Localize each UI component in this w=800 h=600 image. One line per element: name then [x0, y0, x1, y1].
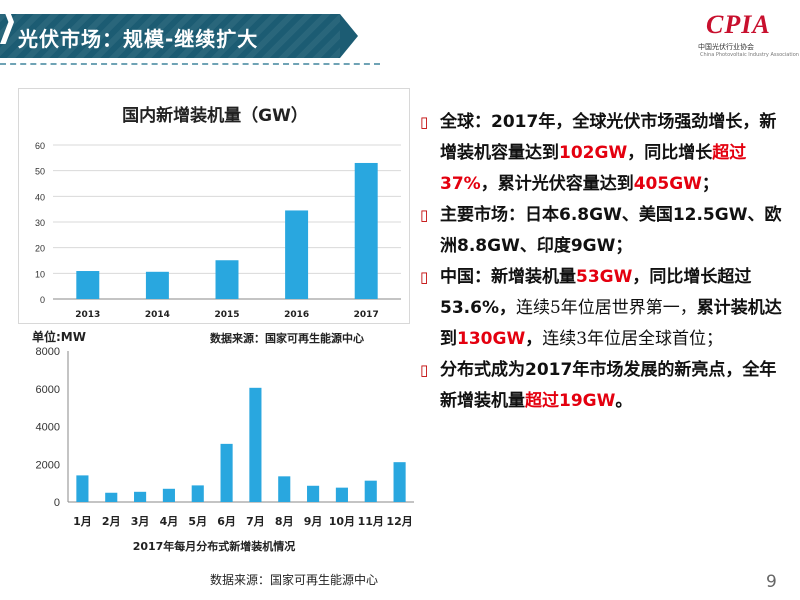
x-tick-label: 2015 [214, 310, 239, 320]
monthly-chart-svg: 0 2000 4000 6000 8000 1月 2月 3月 4月 5月 6月 7月 8月 9月 10月 11… [36, 346, 414, 528]
bullet-text: ，同比增长超过53.6%， [440, 267, 752, 318]
bullet-item: ▯ 分布式成为2017年市场发展的新亮点，全年新增装机量超过19GW。 [420, 355, 790, 417]
highlight-value: 102GW [559, 143, 628, 163]
x-tick-label: 11月 [358, 515, 384, 528]
y-tick-label: 30 [35, 218, 45, 228]
title-banner: 光伏市场：规模-继续扩大 [0, 14, 340, 58]
bullet-item: ▯ 中国：新增装机量53GW，同比增长超过53.6%，连续5年位居世界第一，累计装… [420, 262, 790, 355]
y-tick-label: 10 [35, 269, 45, 279]
page-number: 9 [766, 572, 777, 592]
x-tick-label: 4月 [160, 515, 179, 528]
unit-label: 单位:MW [32, 330, 86, 344]
y-tick-label: 50 [35, 167, 45, 177]
x-tick-label: 7月 [246, 515, 265, 528]
bar-4月 [162, 488, 175, 502]
x-tick-label: 9月 [304, 515, 323, 528]
y-tick-label: 0 [40, 295, 45, 305]
bullet-text: ，累计光伏容量达到 [480, 174, 634, 194]
bullet-text: ，同比增长 [627, 143, 713, 163]
y-tick-label: 8000 [36, 346, 60, 358]
summary-bullets: ▯ 全球：2017年，全球光伏市场强劲增长，新增装机容量达到102GW，同比增长超… [420, 107, 790, 417]
x-tick-label: 2016 [284, 310, 309, 320]
annual-chart-svg: 0 10 20 30 40 50 60 2013 2014 2015 2016 2017 [35, 141, 401, 320]
x-tick-label: 12月 [386, 515, 412, 528]
page-title: 光伏市场：规模-继续扩大 [18, 27, 259, 51]
bar-2014 [145, 271, 169, 299]
bullet-item: ▯ 全球：2017年，全球光伏市场强劲增长，新增装机容量达到102GW，同比增长超… [420, 107, 790, 200]
bullet-item: ▯ 主要市场：日本6.8GW、美国12.5GW、欧洲8.8GW、印度9GW； [420, 200, 790, 262]
bullet-text: 连续5年位居世界第一， [515, 298, 697, 318]
bar-8月 [278, 476, 291, 502]
bar-7月 [249, 387, 262, 502]
cpia-logo: CPIA 中国光伏行业协会 China Photovoltaic Industr… [696, 10, 799, 60]
bullet-text: 主要市场：日本6.8GW、美国12.5GW、欧洲8.8GW、印度9GW； [440, 205, 782, 256]
bullet-marker-icon: ▯ [420, 361, 429, 379]
bullet-text: 中国：新增装机量 [440, 267, 576, 287]
bar-2013 [76, 271, 100, 299]
highlight-value: 130GW [457, 329, 526, 349]
banner-texture [0, 14, 340, 58]
x-tick-label: 2013 [75, 310, 100, 320]
highlight-value: 405GW [633, 174, 702, 194]
bullet-text: 连续3年位居全球首位； [542, 329, 724, 349]
highlight-value: 超过19GW [525, 391, 616, 411]
y-tick-label: 0 [54, 497, 60, 509]
x-tick-label: 5月 [188, 515, 207, 528]
highlight-value: 超过37% [440, 143, 747, 194]
bar-9月 [307, 485, 320, 502]
bullet-marker-icon: ▯ [420, 206, 429, 224]
logo-name-cn: 中国光伏行业协会 [698, 43, 754, 51]
y-tick-label: 20 [35, 244, 45, 254]
bar-2015 [215, 260, 239, 299]
x-tick-label: 3月 [131, 515, 150, 528]
bar-10月 [335, 487, 348, 502]
bullet-text: 分布式成为2017年市场发展的新亮点，全年新增装机量 [440, 360, 777, 411]
chart-title: 国内新增装机量（GW） [122, 106, 308, 126]
bullet-text: ， [525, 329, 543, 349]
bar-2017 [354, 162, 378, 299]
x-tick-label: 2017 [354, 310, 379, 320]
chart-title: 2017年每月分布式新增装机情况 [132, 540, 296, 553]
y-tick-label: 6000 [36, 384, 60, 396]
title-divider [0, 63, 380, 65]
bar-6月 [220, 443, 233, 502]
x-tick-label: 10月 [329, 515, 355, 528]
y-tick-label: 2000 [36, 459, 60, 471]
logo-mark: CPIA [706, 10, 771, 39]
x-tick-label: 8月 [275, 515, 294, 528]
bullet-text: 全球：2017年，全球光伏市场强劲增长，新增装机容量达到 [440, 112, 777, 163]
bar-2月 [105, 492, 118, 502]
bar-3月 [134, 491, 147, 502]
bar-12月 [393, 462, 406, 502]
bullet-marker-icon: ▯ [420, 268, 429, 286]
bullet-text: ； [701, 174, 719, 194]
x-tick-label: 2月 [102, 515, 121, 528]
monthly-distributed-chart: 0 2000 4000 6000 8000 1月 2月 3月 4月 5月 6月 7月 8月 9月 10月 11… [18, 340, 418, 560]
bar-5月 [191, 485, 204, 502]
source-note: 数据来源：国家可再生能源中心 [210, 332, 364, 345]
source-note: 数据来源：国家可再生能源中心 [210, 573, 379, 587]
banner-arrow-icon [340, 14, 358, 58]
highlight-value: 53GW [576, 267, 633, 287]
x-tick-label: 1月 [73, 515, 92, 528]
bar-11月 [364, 480, 377, 502]
bullet-text: 累计装机达到 [440, 298, 782, 349]
bullet-text: 。 [615, 391, 633, 411]
x-tick-label: 6月 [217, 515, 236, 528]
y-tick-label: 60 [35, 141, 45, 151]
x-tick-label: 2014 [145, 310, 170, 320]
bullet-marker-icon: ▯ [420, 113, 429, 131]
y-tick-label: 40 [35, 192, 45, 202]
bar-2016 [285, 210, 309, 299]
bar-1月 [76, 475, 89, 502]
y-tick-label: 4000 [36, 422, 60, 434]
annual-installation-chart: 国内新增装机量（GW） 0 10 20 30 40 50 60 2013 2014 2015 201… [18, 88, 410, 324]
logo-name-en: China Photovoltaic Industry Association [700, 52, 799, 58]
